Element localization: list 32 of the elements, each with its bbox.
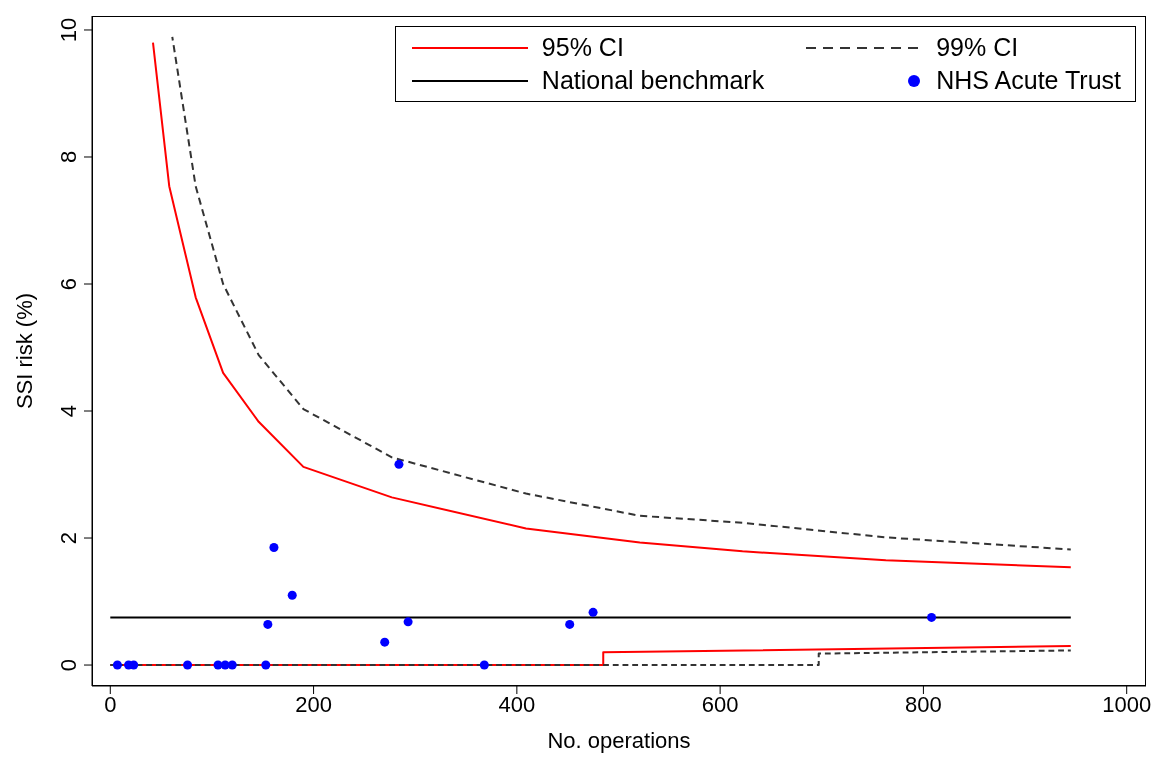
x-axis-title: No. operations (547, 728, 691, 753)
y-axis-title: SSI risk (%) (11, 292, 37, 410)
x-tick-label: 1000 (1102, 691, 1152, 717)
legend-label: NHS Acute Trust (936, 66, 1121, 95)
point (394, 459, 404, 469)
y-tick-label: 2 (56, 531, 81, 545)
point (261, 660, 271, 670)
y-tick-label: 8 (56, 150, 81, 164)
y-tick-label: 6 (56, 277, 81, 291)
point (565, 619, 575, 629)
y-tick-label: 0 (56, 658, 81, 672)
point (269, 543, 279, 553)
legend-label: National benchmark (541, 66, 765, 95)
point (479, 660, 489, 670)
point (927, 612, 937, 622)
y-tick-label: 10 (56, 17, 81, 43)
point (227, 660, 237, 670)
point (588, 607, 598, 617)
point (112, 660, 122, 670)
x-tick-label: 600 (701, 691, 739, 717)
y-tick-label: 4 (56, 404, 81, 418)
point (263, 619, 273, 629)
x-tick-label: 0 (104, 691, 117, 717)
point (380, 637, 390, 647)
point (403, 617, 413, 627)
legend-label: 99% CI (936, 33, 1019, 62)
legend-label: 95% CI (541, 33, 624, 62)
x-tick-label: 200 (295, 691, 332, 717)
x-tick-label: 800 (905, 691, 942, 717)
point (287, 590, 297, 600)
x-tick-label: 400 (498, 691, 536, 717)
point (183, 660, 193, 670)
